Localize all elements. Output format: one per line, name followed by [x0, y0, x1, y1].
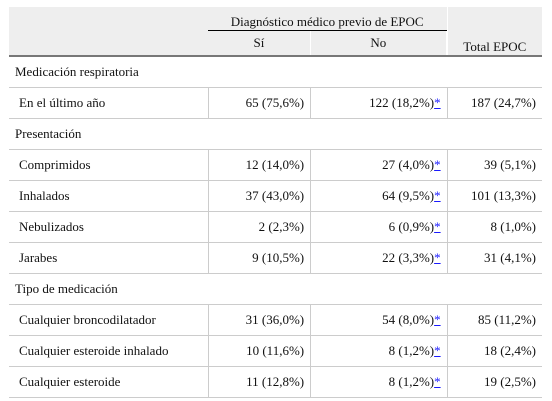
- footnote-link[interactable]: *: [434, 374, 441, 389]
- cell-total: 39 (5,1%): [446, 150, 542, 181]
- cell-no-value: 54 (8,0%): [382, 312, 435, 327]
- table-row: Cualquier esteroide 11 (12,8%) 8 (1,2%)*…: [9, 367, 542, 398]
- cell-no: 6 (0,9%)*: [310, 212, 447, 243]
- cell-total: 19 (2,5%): [446, 367, 542, 398]
- table-row: Nebulizados 2 (2,3%) 6 (0,9%)* 8 (1,0%): [9, 212, 542, 243]
- row-label: Nebulizados: [9, 212, 208, 243]
- subheader-si: Sí: [207, 31, 311, 55]
- cell-no: 8 (1,2%)*: [310, 367, 447, 398]
- cell-si: 12 (14,0%): [207, 150, 311, 181]
- table-row: Inhalados 37 (43,0%) 64 (9,5%)* 101 (13,…: [9, 181, 542, 212]
- table-row: En el último año 65 (75,6%) 122 (18,2%)*…: [9, 88, 542, 119]
- cell-no-value: 64 (9,5%): [382, 188, 435, 203]
- cell-no-value: 27 (4,0%): [382, 157, 435, 172]
- row-label: En el último año: [9, 88, 208, 119]
- cell-total: 85 (11,2%): [446, 305, 542, 336]
- header-divider: [9, 55, 542, 57]
- cell-si: 65 (75,6%): [207, 88, 311, 119]
- cell-total: 101 (13,3%): [446, 181, 542, 212]
- header-empty: [9, 7, 208, 31]
- total-header: Total EPOC: [446, 7, 542, 55]
- row-label: Cualquier broncodilatador: [9, 305, 208, 336]
- cell-si: 37 (43,0%): [207, 181, 311, 212]
- cell-no: 27 (4,0%)*: [310, 150, 447, 181]
- group-header: Diagnóstico médico previo de EPOC: [207, 7, 447, 31]
- cell-no-value: 122 (18,2%): [369, 95, 435, 110]
- epoc-medication-table: Diagnóstico médico previo de EPOC Total …: [9, 7, 542, 398]
- footnote-link[interactable]: *: [434, 157, 441, 172]
- table-row: Comprimidos 12 (14,0%) 27 (4,0%)* 39 (5,…: [9, 150, 542, 181]
- cell-total: 18 (2,4%): [446, 336, 542, 367]
- section-title: Medicación respiratoria: [9, 57, 542, 88]
- cell-total: 31 (4,1%): [446, 243, 542, 274]
- row-label: Cualquier esteroide: [9, 367, 208, 398]
- footnote-link[interactable]: *: [434, 312, 441, 327]
- cell-si: 2 (2,3%): [207, 212, 311, 243]
- section-title: Tipo de medicación: [9, 274, 542, 305]
- cell-no-value: 6 (0,9%): [388, 219, 435, 234]
- cell-si: 9 (10,5%): [207, 243, 311, 274]
- row-label: Inhalados: [9, 181, 208, 212]
- table-row: Cualquier esteroide inhalado 10 (11,6%) …: [9, 336, 542, 367]
- footnote-link[interactable]: *: [434, 343, 441, 358]
- cell-no: 122 (18,2%)*: [310, 88, 447, 119]
- subheader-no: No: [310, 31, 447, 55]
- row-label: Cualquier esteroide inhalado: [9, 336, 208, 367]
- row-label: Comprimidos: [9, 150, 208, 181]
- footnote-link[interactable]: *: [434, 188, 441, 203]
- table-row: Cualquier broncodilatador 31 (36,0%) 54 …: [9, 305, 542, 336]
- cell-total: 8 (1,0%): [446, 212, 542, 243]
- footnote-link[interactable]: *: [434, 95, 441, 110]
- cell-no-value: 22 (3,3%): [382, 250, 435, 265]
- footnote-link[interactable]: *: [434, 250, 441, 265]
- cell-no: 22 (3,3%)*: [310, 243, 447, 274]
- cell-no: 8 (1,2%)*: [310, 336, 447, 367]
- cell-no: 54 (8,0%)*: [310, 305, 447, 336]
- row-label: Jarabes: [9, 243, 208, 274]
- cell-total: 187 (24,7%): [446, 88, 542, 119]
- header-empty-2: [9, 31, 208, 55]
- table-row: Jarabes 9 (10,5%) 22 (3,3%)* 31 (4,1%): [9, 243, 542, 274]
- cell-no-value: 8 (1,2%): [388, 374, 435, 389]
- cell-no-value: 8 (1,2%): [388, 343, 435, 358]
- cell-si: 10 (11,6%): [207, 336, 311, 367]
- cell-si: 31 (36,0%): [207, 305, 311, 336]
- cell-no: 64 (9,5%)*: [310, 181, 447, 212]
- footnote-link[interactable]: *: [434, 219, 441, 234]
- cell-si: 11 (12,8%): [207, 367, 311, 398]
- section-title: Presentación: [9, 119, 542, 150]
